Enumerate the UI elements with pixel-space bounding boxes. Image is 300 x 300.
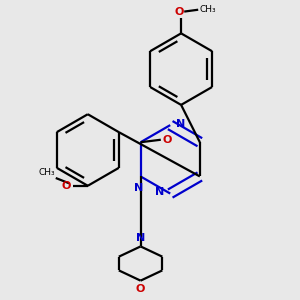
Text: O: O [62, 181, 71, 191]
Text: CH₃: CH₃ [200, 5, 216, 14]
Text: N: N [176, 118, 185, 129]
Text: O: O [175, 7, 184, 17]
Text: O: O [136, 284, 145, 294]
Text: O: O [162, 135, 172, 145]
Text: N: N [155, 187, 165, 197]
Text: N: N [136, 233, 145, 243]
Text: N: N [134, 183, 144, 193]
Text: CH₃: CH₃ [38, 168, 55, 177]
